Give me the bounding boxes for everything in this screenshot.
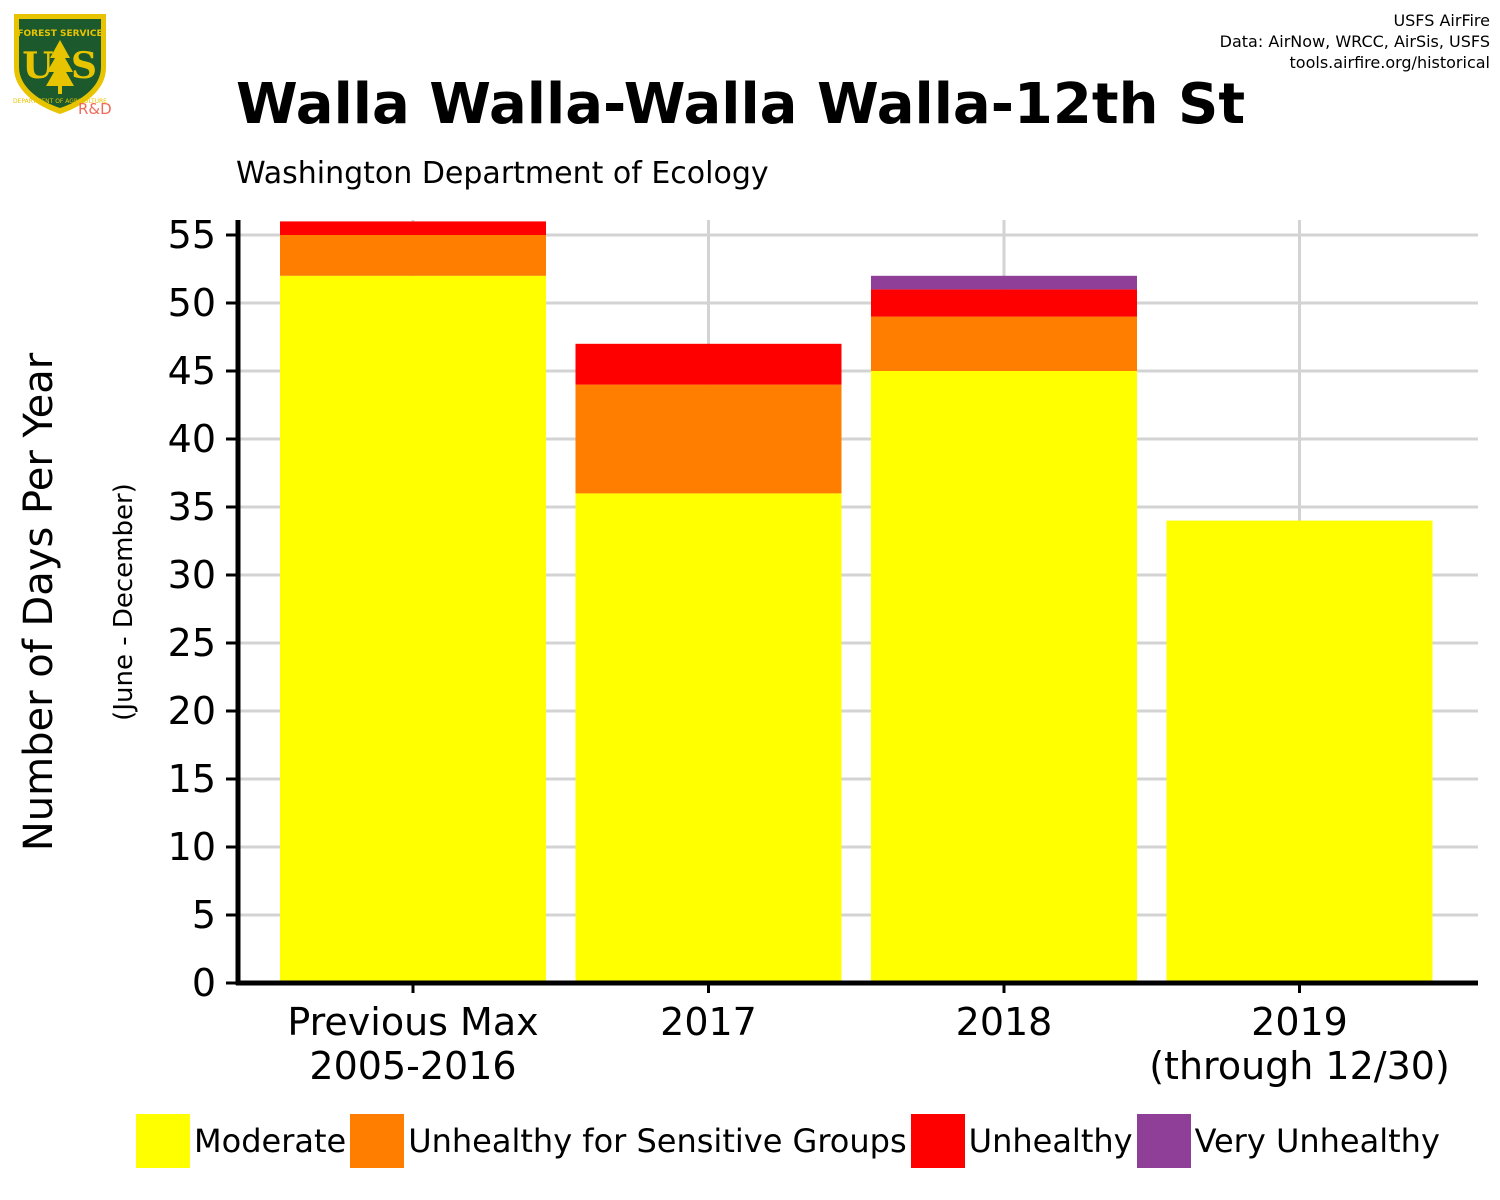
credits: USFS AirFire Data: AirNow, WRCC, AirSis,… [1220,10,1490,73]
y-tick-label: 0 [192,961,216,1005]
y-axis-label: Number of Days Per Year [16,352,62,851]
svg-text:FOREST SERVICE: FOREST SERVICE [17,29,102,39]
bar-segment [280,221,546,235]
credit-line: tools.airfire.org/historical [1289,53,1490,72]
y-tick-label: 5 [192,893,216,937]
bar-segment [871,371,1137,983]
x-tick-label: 2019 [1251,1000,1348,1044]
legend-swatch [136,1114,190,1168]
legend-label: Very Unhealthy [1194,1122,1440,1160]
legend-item: Very Unhealthy [1136,1114,1440,1168]
bar-segment [871,289,1137,317]
y-axis-sublabel: (June - December) [109,483,139,721]
y-tick-label: 10 [168,825,216,869]
chart-title: Walla Walla-Walla Walla-12th St [236,72,1246,137]
bar-segment [575,384,842,494]
legend-swatch [350,1114,405,1168]
legend: Moderate Unhealthy for Sensitive Groups … [136,1113,1444,1169]
x-tick-label: 2017 [660,1000,757,1044]
bar-segment [575,343,842,385]
credit-line: USFS AirFire [1393,11,1490,30]
bar-segment [575,493,842,983]
x-tick-label: (through 12/30) [1149,1044,1450,1088]
legend-label: Unhealthy for Sensitive Groups [408,1122,907,1160]
legend-swatch [1136,1114,1191,1168]
bar-segment [1166,520,1433,983]
credit-line: Data: AirNow, WRCC, AirSis, USFS [1219,32,1490,51]
legend-item: Moderate [136,1114,346,1168]
legend-label: Unhealthy [968,1122,1133,1160]
y-tick-label: 25 [168,621,216,665]
legend-item: Unhealthy for Sensitive Groups [350,1114,907,1168]
chart-subtitle: Washington Department of Ecology [236,156,769,191]
usfs-logo: FOREST SERVICE U S DEPARTMENT OF AGRICUL… [8,8,112,124]
y-tick-label: 20 [168,689,216,733]
legend-item: Unhealthy [910,1114,1133,1168]
x-tick-label: Previous Max [287,1000,538,1044]
y-tick-label: 30 [168,553,216,597]
axes [226,220,1478,993]
bars [280,221,1433,983]
usfs-shield-icon: FOREST SERVICE U S DEPARTMENT OF AGRICUL… [13,14,107,114]
svg-text:S: S [71,45,97,87]
legend-swatch [910,1114,965,1168]
y-tick-label: 50 [168,281,216,325]
y-tick-label: 35 [168,485,216,529]
x-tick-label: 2005-2016 [309,1044,516,1088]
bar-segment [871,275,1137,290]
legend-label: Moderate [194,1122,347,1160]
bar-segment [280,235,546,276]
y-tick-labels: 0 5 10 15 20 25 30 35 40 45 50 55 [168,213,216,1005]
y-tick-label: 55 [168,213,216,257]
y-tick-label: 40 [168,417,216,461]
bar-segment [280,275,546,983]
svg-text:DEPARTMENT OF AGRICULTURE: DEPARTMENT OF AGRICULTURE [13,98,107,105]
bar-segment [871,316,1137,371]
logo-rd-text: R&D [78,100,112,118]
y-tick-label: 15 [168,757,216,801]
svg-text:U: U [22,45,53,87]
y-tick-label: 45 [168,349,216,393]
x-tick-label: 2018 [956,1000,1053,1044]
